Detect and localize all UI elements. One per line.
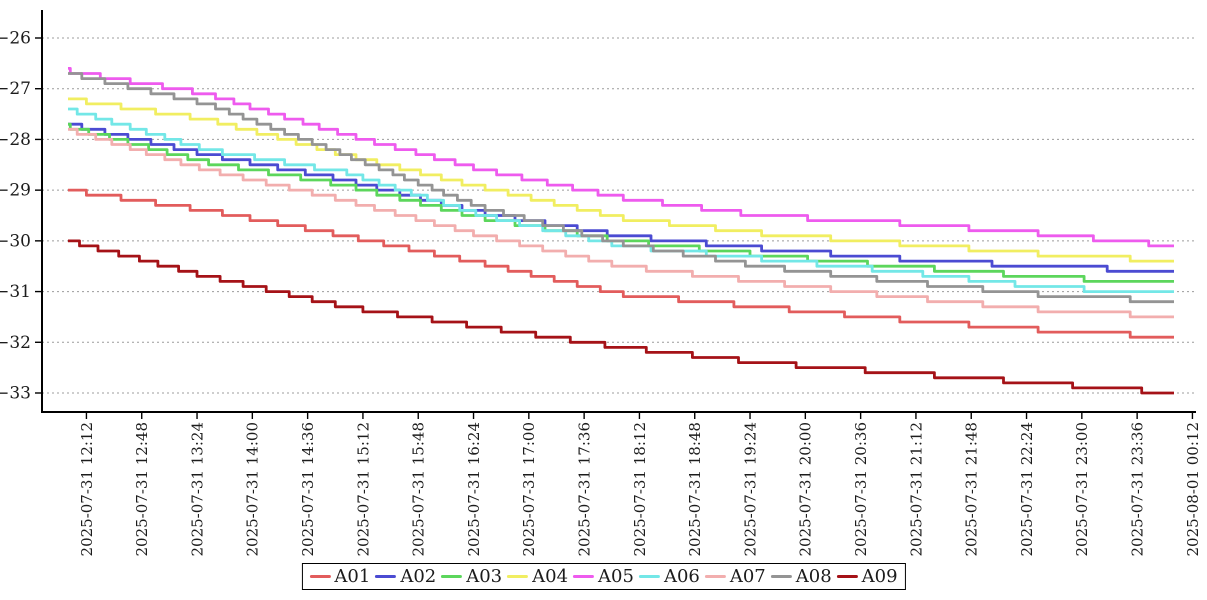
x-tick-label: 2025-07-31 18:12 [631, 422, 649, 556]
legend-swatch-A07 [704, 574, 726, 579]
x-tick-label: 2025-07-31 23:00 [1073, 422, 1091, 556]
legend-item-A09: A09 [836, 566, 898, 587]
legend-label: A08 [795, 566, 832, 587]
legend-label: A05 [598, 566, 634, 587]
legend-item-A06: A06 [638, 566, 700, 587]
legend-label: A06 [663, 566, 700, 587]
legend-item-A05: A05 [573, 566, 634, 587]
x-tick-label: 2025-07-31 19:24 [741, 422, 759, 556]
legend-label: A07 [729, 566, 766, 587]
x-tick-label: 2025-07-31 16:24 [465, 422, 483, 556]
x-tick-label: 2025-07-31 18:48 [686, 422, 704, 556]
y-tick-label: −30 [0, 231, 31, 251]
legend-item-A07: A07 [704, 566, 766, 587]
series-line-A05 [68, 67, 1174, 248]
x-tick-label: 2025-07-31 20:36 [852, 422, 870, 556]
x-tick-label: 2025-07-31 21:48 [963, 422, 981, 556]
legend-swatch-A08 [770, 574, 792, 579]
x-tick-label: 2025-07-31 14:36 [299, 422, 317, 556]
x-tick-label: 2025-07-31 14:00 [244, 422, 262, 556]
y-tick-label: −31 [0, 282, 31, 302]
x-tick-label: 2025-07-31 15:48 [410, 422, 428, 556]
legend-item-A02: A02 [375, 566, 436, 587]
x-tick-label: 2025-07-31 17:00 [520, 422, 538, 556]
y-tick-label: −26 [0, 29, 31, 49]
legend-swatch-A05 [573, 574, 595, 579]
legend-label: A01 [334, 566, 371, 587]
x-tick-label: 2025-08-01 00:12 [1184, 422, 1202, 556]
y-tick-label: −29 [0, 181, 31, 201]
x-tick-label: 2025-07-31 17:36 [576, 422, 594, 556]
legend-label: A09 [861, 566, 898, 587]
y-tick-label: −33 [0, 383, 31, 403]
y-tick-label: −28 [0, 130, 31, 150]
legend-swatch-A01 [309, 574, 331, 579]
y-tick-label: −32 [0, 333, 31, 353]
legend-swatch-A03 [441, 574, 463, 579]
legend-label: A04 [532, 566, 569, 587]
legend-item-A01: A01 [309, 566, 370, 587]
legend-item-A03: A03 [441, 566, 502, 587]
series-line-A07 [68, 127, 1174, 319]
x-tick-label: 2025-07-31 12:12 [78, 422, 96, 556]
legend-item-A04: A04 [507, 566, 568, 587]
x-tick-label: 2025-07-31 23:36 [1129, 422, 1147, 556]
x-tick-label: 2025-07-31 15:12 [354, 422, 372, 556]
y-tick-label: −27 [0, 79, 31, 99]
legend-label: A03 [466, 566, 503, 587]
legend-item-A08: A08 [770, 566, 832, 587]
legend-swatch-A06 [638, 574, 660, 579]
legend-swatch-A04 [507, 574, 529, 579]
legend-label: A02 [400, 566, 437, 587]
legend-swatch-A02 [375, 574, 397, 579]
series-line-A04 [68, 97, 1174, 263]
series-line-A08 [68, 72, 1174, 304]
series-line-A06 [68, 107, 1174, 293]
series-line-A03 [68, 122, 1174, 283]
x-tick-label: 2025-07-31 21:12 [907, 422, 925, 556]
series-line-A09 [68, 239, 1174, 395]
x-tick-label: 2025-07-31 20:00 [797, 422, 815, 556]
series-line-A02 [68, 122, 1174, 273]
legend-swatch-A09 [836, 574, 858, 579]
chart-legend: A01 A02 A03 A04 A05 A06 A07 A08 A09 [301, 563, 906, 590]
x-tick-label: 2025-07-31 12:48 [133, 422, 151, 556]
x-tick-label: 2025-07-31 13:24 [188, 422, 206, 556]
x-tick-label: 2025-07-31 22:24 [1018, 422, 1036, 556]
series-line-A01 [68, 188, 1174, 339]
